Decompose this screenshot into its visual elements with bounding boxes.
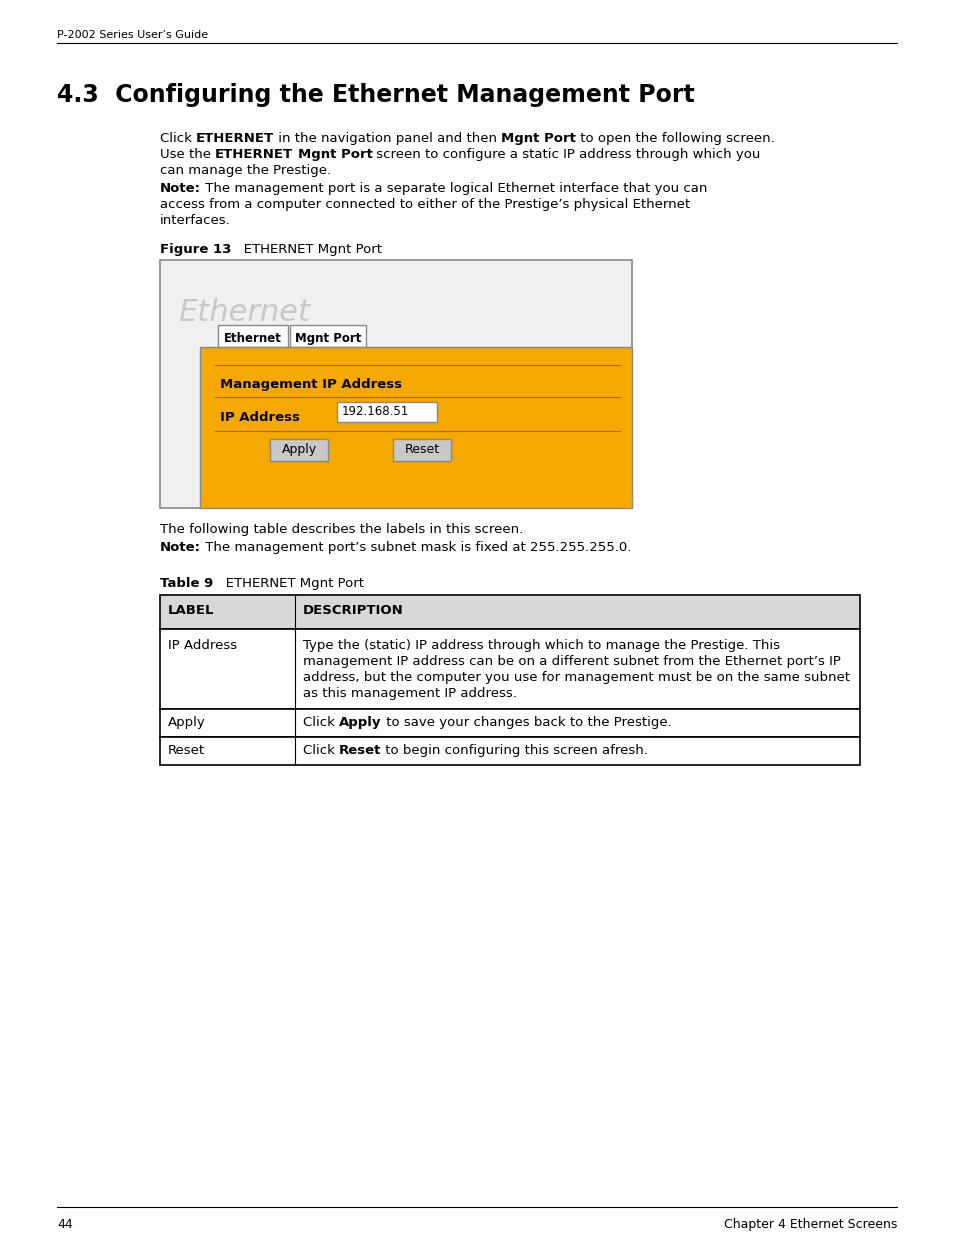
Text: Apply: Apply — [338, 716, 381, 729]
Text: ETHERNET Mgnt Port: ETHERNET Mgnt Port — [213, 577, 364, 590]
Bar — [270, 438, 328, 461]
Text: The management port is a separate logical Ethernet interface that you can: The management port is a separate logica… — [201, 182, 706, 195]
Bar — [160, 737, 859, 764]
Text: to save your changes back to the Prestige.: to save your changes back to the Prestig… — [381, 716, 671, 729]
Text: Figure 13: Figure 13 — [160, 243, 232, 256]
Bar — [160, 709, 859, 737]
Text: screen to configure a static IP address through which you: screen to configure a static IP address … — [372, 148, 760, 161]
Text: Mgnt Port: Mgnt Port — [501, 132, 576, 144]
Bar — [160, 629, 859, 709]
Bar — [290, 325, 366, 347]
Bar — [160, 261, 631, 508]
Text: Click: Click — [303, 743, 338, 757]
Text: Chapter 4 Ethernet Screens: Chapter 4 Ethernet Screens — [723, 1218, 896, 1231]
Text: P-2002 Series User’s Guide: P-2002 Series User’s Guide — [57, 30, 208, 40]
Text: Click: Click — [303, 716, 338, 729]
Text: ETHERNET Mgnt Port: ETHERNET Mgnt Port — [232, 243, 382, 256]
Text: The management port’s subnet mask is fixed at 255.255.255.0.: The management port’s subnet mask is fix… — [201, 541, 631, 555]
Text: Apply: Apply — [281, 443, 316, 456]
Text: Reset: Reset — [168, 743, 205, 757]
Text: DESCRIPTION: DESCRIPTION — [303, 604, 403, 618]
Bar — [200, 347, 631, 508]
Text: 44: 44 — [57, 1218, 72, 1231]
Text: to open the following screen.: to open the following screen. — [576, 132, 774, 144]
Text: Mgnt Port: Mgnt Port — [294, 332, 361, 345]
Text: Ethernet: Ethernet — [178, 298, 310, 327]
Text: Mgnt Port: Mgnt Port — [297, 148, 372, 161]
Text: Click: Click — [160, 132, 196, 144]
Text: Note:: Note: — [160, 541, 201, 555]
Text: to begin configuring this screen afresh.: to begin configuring this screen afresh. — [381, 743, 648, 757]
Text: can manage the Prestige.: can manage the Prestige. — [160, 164, 331, 177]
Text: Type the (static) IP address through which to manage the Prestige. This: Type the (static) IP address through whi… — [303, 638, 780, 652]
Bar — [393, 438, 451, 461]
Text: IP Address: IP Address — [168, 638, 237, 652]
Text: Reset: Reset — [338, 743, 381, 757]
Text: Reset: Reset — [404, 443, 439, 456]
Text: Table 9: Table 9 — [160, 577, 213, 590]
Text: Management IP Address: Management IP Address — [220, 378, 401, 391]
Text: Apply: Apply — [168, 716, 206, 729]
Text: ETHERNET: ETHERNET — [215, 148, 294, 161]
Bar — [218, 325, 288, 347]
Bar — [160, 595, 859, 629]
Text: as this management IP address.: as this management IP address. — [303, 687, 517, 700]
Text: interfaces.: interfaces. — [160, 214, 231, 227]
Text: 192.168.51: 192.168.51 — [341, 405, 409, 417]
Text: 4.3  Configuring the Ethernet Management Port: 4.3 Configuring the Ethernet Management … — [57, 83, 694, 107]
Text: Note:: Note: — [160, 182, 201, 195]
Bar — [336, 403, 436, 422]
Text: in the navigation panel and then: in the navigation panel and then — [274, 132, 501, 144]
Text: IP Address: IP Address — [220, 411, 299, 424]
Text: access from a computer connected to either of the Prestige’s physical Ethernet: access from a computer connected to eith… — [160, 198, 689, 211]
Text: Ethernet: Ethernet — [224, 332, 282, 345]
Text: management IP address can be on a different subnet from the Ethernet port’s IP: management IP address can be on a differ… — [303, 655, 840, 668]
Text: LABEL: LABEL — [168, 604, 214, 618]
Text: ETHERNET: ETHERNET — [196, 132, 274, 144]
Text: address, but the computer you use for management must be on the same subnet: address, but the computer you use for ma… — [303, 671, 849, 684]
Text: The following table describes the labels in this screen.: The following table describes the labels… — [160, 522, 522, 536]
Text: Use the: Use the — [160, 148, 215, 161]
